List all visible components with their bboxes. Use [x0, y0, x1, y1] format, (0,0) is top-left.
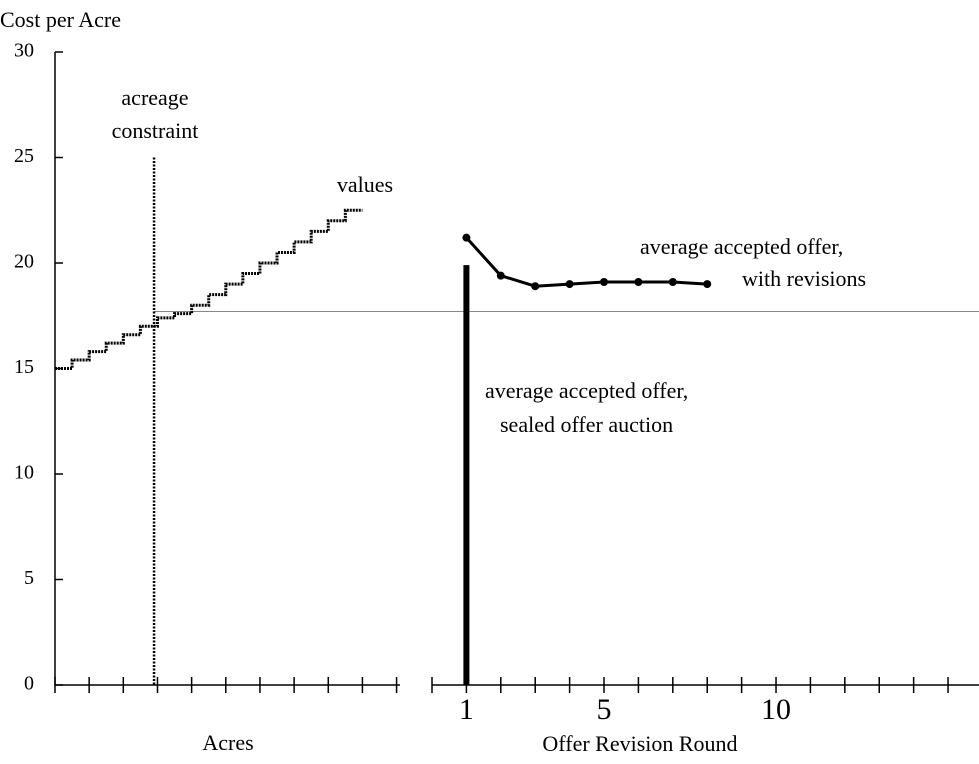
point: [668, 277, 677, 286]
x-tick-label: 5: [597, 693, 612, 726]
point: [496, 271, 505, 280]
y-tick-label: 25: [14, 145, 34, 167]
series-label: with revisions: [742, 266, 866, 291]
x-tick-label: 1: [459, 693, 474, 726]
point: [462, 233, 471, 242]
y-tick-label: 15: [14, 356, 34, 378]
point: [703, 280, 712, 289]
annotation: average accepted offer,: [485, 378, 688, 403]
point: [600, 277, 609, 286]
x-tick-label: 10: [761, 693, 791, 726]
y-tick-label: 0: [24, 673, 34, 695]
y-tick-label: 30: [14, 40, 34, 62]
value-steps: [55, 208, 363, 370]
y-tick-label: 5: [24, 567, 34, 589]
point: [565, 280, 574, 289]
series-label: values: [337, 172, 393, 197]
y-tick-label: 20: [14, 251, 34, 273]
bar: [463, 265, 470, 685]
y-tick-label: 10: [14, 462, 34, 484]
annotation: acreage: [121, 85, 188, 110]
annotation: sealed offer auction: [500, 412, 673, 437]
offer-line: [465, 236, 708, 288]
point: [634, 277, 643, 286]
series-label: average accepted offer,: [640, 234, 843, 259]
x-axis-label: Acres: [202, 730, 253, 755]
y-axis-label: Cost per Acre: [0, 7, 121, 32]
x-axis-label: Offer Revision Round: [542, 731, 737, 756]
annotation: constraint: [112, 118, 199, 143]
point: [531, 282, 540, 291]
